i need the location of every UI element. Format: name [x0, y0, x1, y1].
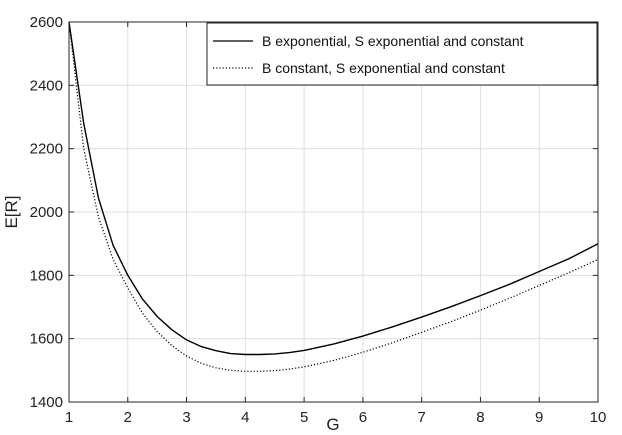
x-tick-label: 7	[417, 409, 425, 426]
tick-labels: 1 2 3 4 5 6 7 8 9 10 1400 1600 1800 2000 2200 2400 2600	[30, 14, 607, 426]
legend-box	[206, 22, 598, 86]
legend: B exponential, S exponential and constan…	[206, 22, 598, 86]
x-tick-label: 8	[476, 409, 484, 426]
x-tick-label: 10	[590, 409, 607, 426]
y-tick-label: 1800	[30, 267, 63, 284]
y-tick-label: 2200	[30, 141, 63, 158]
x-tick-label: 9	[535, 409, 543, 426]
y-tick-label: 2400	[30, 77, 63, 94]
x-tick-label: 4	[241, 409, 249, 426]
series-line-solid	[68, 21, 599, 356]
x-tick-label: 2	[124, 409, 132, 426]
y-tick-label: 2600	[30, 14, 63, 31]
y-tick-label: 1400	[30, 394, 63, 411]
legend-entry-1: B exponential, S exponential and constan…	[262, 33, 524, 49]
x-tick-label: 1	[65, 409, 73, 426]
y-tick-label: 1600	[30, 331, 63, 348]
x-tick-label: 3	[182, 409, 190, 426]
y-tick-label: 2000	[30, 204, 63, 221]
x-tick-label: 5	[300, 409, 308, 426]
x-tick-label: 6	[359, 409, 367, 426]
y-axis-label: E[R]	[2, 195, 21, 228]
legend-entry-2: B constant, S exponential and constant	[262, 60, 505, 76]
x-axis-label: G	[326, 415, 339, 434]
series-layer	[68, 21, 599, 372]
